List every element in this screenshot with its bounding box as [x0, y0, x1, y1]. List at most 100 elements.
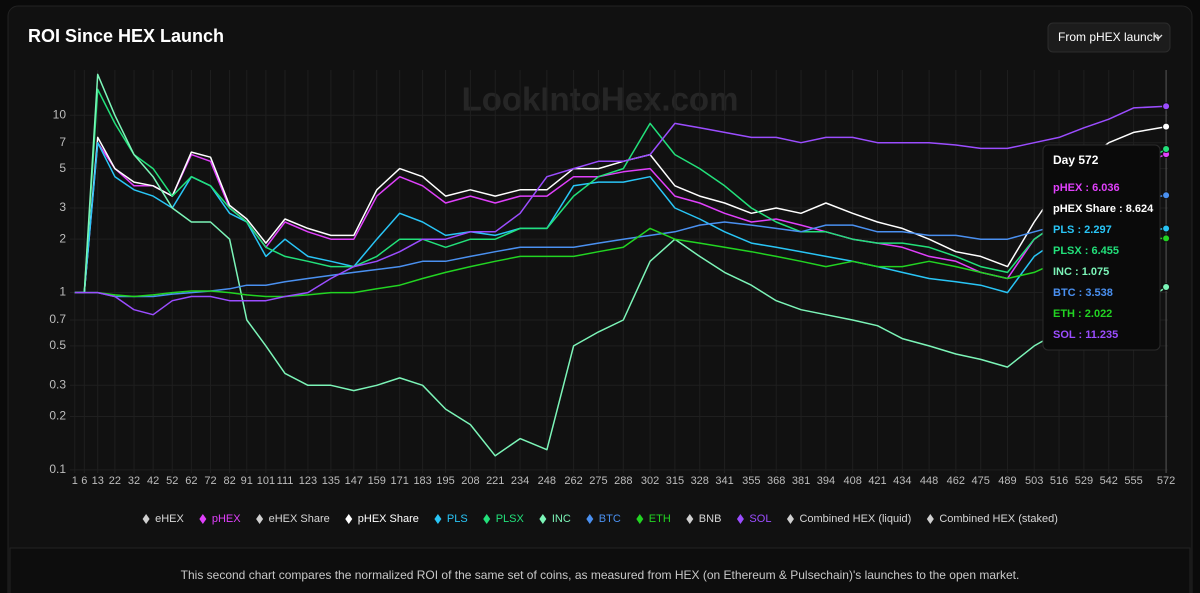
y-tick-label: 5 — [59, 161, 66, 175]
x-tick-label: 234 — [511, 475, 529, 487]
y-tick-label: 0.7 — [49, 312, 66, 326]
series-line — [74, 73, 1167, 457]
range-dropdown[interactable] — [1047, 22, 1171, 53]
x-tick-label: 542 — [1100, 475, 1118, 487]
legend-label: PLSX — [496, 513, 525, 525]
x-tick-label: 462 — [947, 475, 965, 487]
x-tick-label: 328 — [691, 475, 709, 487]
x-tick-label: 42 — [147, 475, 159, 487]
legend-item[interactable]: pHEX — [199, 513, 241, 525]
x-tick-label: 101 — [257, 475, 275, 487]
x-tick-label: 123 — [299, 475, 317, 487]
end-dot — [1162, 191, 1171, 200]
x-tick-label: 13 — [92, 475, 104, 487]
legend: eHEX pHEX eHEX Share pHEX Share PLS PLSX INC BT… — [142, 513, 1058, 525]
legend-item[interactable]: Combined HEX (liquid) — [786, 513, 911, 525]
legend-item[interactable]: INC — [539, 513, 571, 525]
end-dot — [1162, 224, 1171, 233]
end-dot — [1162, 122, 1171, 131]
legend-item[interactable]: pHEX Share — [345, 513, 419, 525]
x-tick-label: 32 — [128, 475, 140, 487]
legend-item[interactable]: PLS — [434, 513, 468, 525]
legend-marker — [736, 514, 744, 524]
y-tick-label: 0.5 — [49, 338, 66, 352]
x-tick-label: 135 — [322, 475, 340, 487]
legend-label: pHEX — [212, 513, 241, 525]
x-tick-label: 288 — [614, 475, 632, 487]
legend-item[interactable]: eHEX Share — [256, 513, 330, 525]
x-tick-label: 421 — [868, 475, 886, 487]
x-tick-label: 381 — [792, 475, 810, 487]
legend-label: eHEX Share — [269, 513, 330, 525]
legend-marker — [926, 514, 934, 524]
series-line — [74, 105, 1167, 316]
x-tick-label: 555 — [1124, 475, 1142, 487]
legend-item[interactable]: ETH — [636, 513, 671, 525]
dropdown-label[interactable]: From pHEX launch — [1058, 30, 1159, 44]
x-tick-label: 408 — [843, 475, 861, 487]
series-line — [74, 88, 1167, 294]
x-tick-label: 489 — [998, 475, 1016, 487]
tooltip-item: pHEX : 6.036 — [1053, 182, 1120, 194]
legend-item[interactable]: PLSX — [483, 513, 525, 525]
legend-label: PLS — [447, 513, 468, 525]
end-dot — [1162, 144, 1171, 153]
legend-marker — [539, 514, 547, 524]
x-tick-label: 111 — [277, 475, 294, 487]
tooltip-item: pHEX Share : 8.624 — [1053, 203, 1154, 215]
legend-label: eHEX — [155, 513, 184, 525]
x-tick-label: 171 — [391, 475, 409, 487]
end-dot — [1162, 102, 1171, 111]
x-tick-label: 394 — [817, 475, 835, 487]
x-tick-label: 572 — [1157, 475, 1175, 487]
y-tick-label: 7 — [59, 135, 66, 149]
x-tick-label: 448 — [920, 475, 938, 487]
x-tick-label: 208 — [461, 475, 479, 487]
legend-marker — [345, 514, 353, 524]
series-line — [74, 125, 1167, 294]
x-tick-label: 221 — [486, 475, 504, 487]
x-tick-label: 503 — [1025, 475, 1043, 487]
y-tick-label: 3 — [59, 200, 66, 214]
x-tick-label: 341 — [715, 475, 733, 487]
x-tick-label: 302 — [641, 475, 659, 487]
legend-item[interactable]: SOL — [736, 513, 772, 525]
footer-text: This second chart compares the normalize… — [181, 568, 1020, 582]
legend-marker — [483, 514, 491, 524]
tooltip-title: Day 572 — [1053, 153, 1099, 167]
tooltip-item: INC : 1.075 — [1053, 266, 1109, 278]
x-tick-label: 6 — [81, 475, 87, 487]
x-tick-label: 72 — [204, 475, 216, 487]
legend-marker — [686, 514, 694, 524]
legend-label: Combined HEX (staked) — [939, 513, 1058, 525]
legend-item[interactable]: BTC — [586, 513, 621, 525]
legend-label: pHEX Share — [358, 513, 419, 525]
dropdown-chevron — [1153, 34, 1163, 40]
x-tick-label: 62 — [185, 475, 197, 487]
tooltip-item: BTC : 3.538 — [1053, 287, 1113, 299]
plot: 1 6 13 22 32 42 52 62 72 82 91 101 111 123 135 147 159 17… — [49, 70, 1175, 525]
x-tick-label: 434 — [893, 475, 911, 487]
tooltip-item: ETH : 2.022 — [1053, 308, 1112, 320]
end-dot — [1162, 234, 1171, 243]
x-tick-label: 183 — [413, 475, 431, 487]
y-tick-label: 0.1 — [49, 462, 66, 476]
x-tick-label: 475 — [972, 475, 990, 487]
x-tick-label: 315 — [666, 475, 684, 487]
y-tick-label: 0.3 — [49, 377, 66, 391]
legend-label: Combined HEX (liquid) — [799, 513, 911, 525]
footer-panel — [9, 547, 1191, 593]
tooltip-item: PLS : 2.297 — [1053, 224, 1112, 236]
x-tick-label: 262 — [564, 475, 582, 487]
legend-item[interactable]: Combined HEX (staked) — [926, 513, 1058, 525]
legend-item[interactable]: BNB — [686, 513, 721, 525]
x-tick-label: 195 — [436, 475, 454, 487]
tooltip — [1042, 144, 1161, 351]
series-line — [74, 141, 1167, 294]
chart-title: ROI Since HEX Launch — [28, 26, 224, 46]
x-tick-label: 368 — [767, 475, 785, 487]
tooltip-item: PLSX : 6.455 — [1053, 245, 1119, 257]
legend-item[interactable]: eHEX — [142, 513, 185, 525]
